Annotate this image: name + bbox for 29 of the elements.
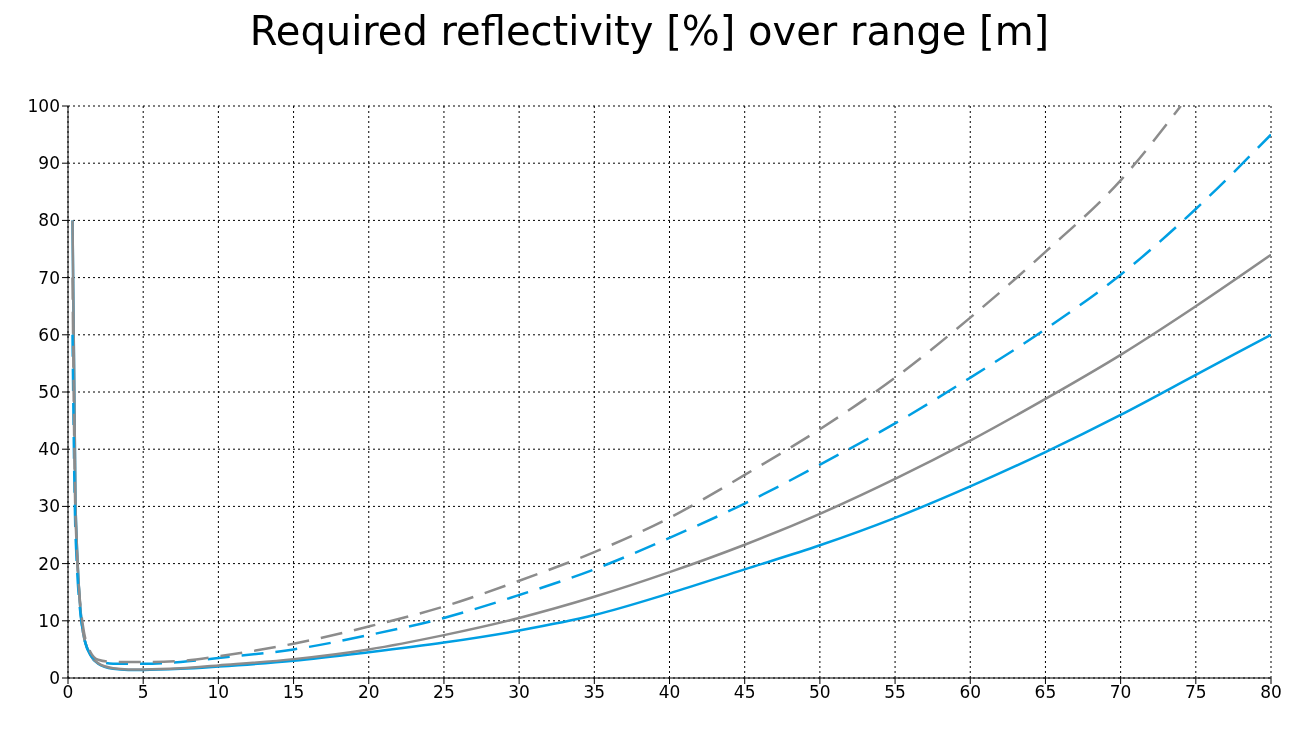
chart-title: Required reflectivity [%] over range [m]: [248, 8, 1051, 56]
x-tick-label: 50: [809, 682, 831, 703]
x-tick-label: 75: [1184, 682, 1207, 703]
x-tick-label: 80: [1260, 682, 1282, 703]
x-tick-label: 10: [207, 682, 230, 703]
y-tick-label: 50: [38, 382, 60, 403]
x-tick-label: 0: [62, 682, 74, 703]
y-tick-label: 60: [38, 324, 60, 345]
x-tick-label: 70: [1109, 682, 1132, 703]
y-tick-label: 20: [38, 553, 60, 574]
y-tick-label: 90: [38, 153, 60, 174]
y-tick-label: 70: [38, 267, 60, 288]
x-tick-label: 45: [733, 682, 756, 703]
x-tick-label: 5: [137, 682, 149, 703]
x-tick-label: 20: [357, 682, 380, 703]
y-tick-label: 10: [38, 610, 60, 631]
y-tick-label: 40: [38, 439, 60, 460]
x-tick-label: 30: [508, 682, 530, 703]
x-tick-label: 65: [1034, 682, 1057, 703]
y-tick-label: 100: [27, 96, 60, 117]
x-tick-label: 55: [884, 682, 906, 703]
y-tick-label: 30: [38, 496, 60, 517]
x-tick-label: 35: [583, 682, 606, 703]
x-tick-label: 25: [433, 682, 455, 703]
y-tick-label: 0: [49, 668, 60, 689]
y-tick-label: 80: [38, 210, 60, 231]
x-tick-label: 60: [959, 682, 982, 703]
x-tick-label: 15: [282, 682, 305, 703]
x-tick-label: 40: [658, 682, 681, 703]
